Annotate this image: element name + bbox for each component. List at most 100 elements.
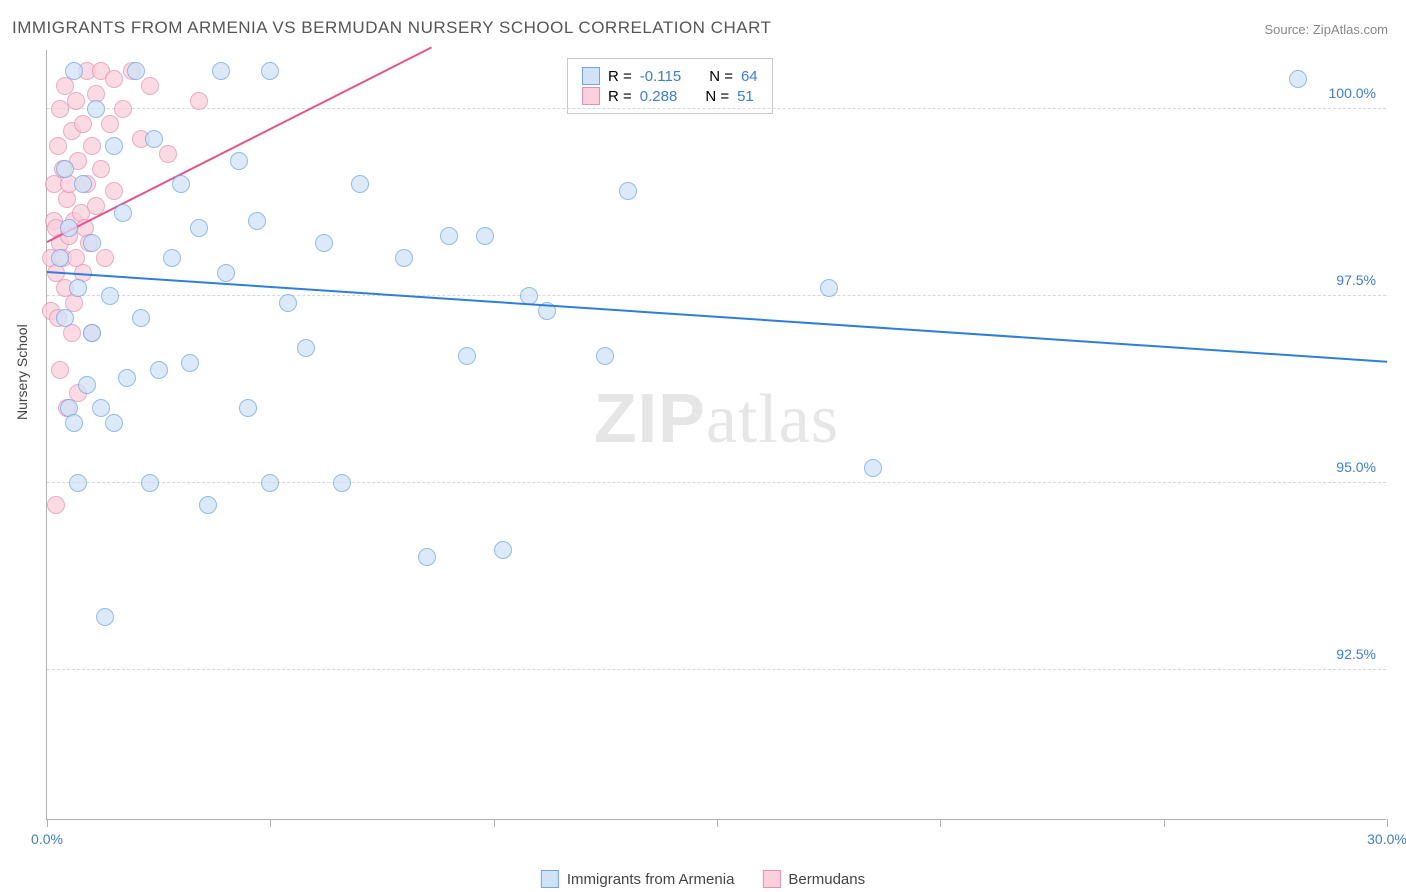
n-value-bermudans: 51 [737, 88, 754, 105]
gridline-h [47, 669, 1386, 670]
xtick-label: 0.0% [31, 831, 63, 847]
legend-item-armenia: Immigrants from Armenia [541, 870, 735, 888]
point-armenia [105, 414, 123, 432]
xtick [1387, 819, 1388, 827]
point-bermudans [49, 137, 67, 155]
point-armenia [127, 62, 145, 80]
swatch-bermudans [582, 87, 600, 105]
legend-stats: R = -0.115 N = 64 R = 0.288 N = 51 [567, 58, 773, 114]
point-armenia [864, 459, 882, 477]
point-armenia [440, 227, 458, 245]
watermark-bold: ZIP [594, 379, 706, 457]
point-bermudans [47, 496, 65, 514]
point-armenia [83, 324, 101, 342]
point-armenia [476, 227, 494, 245]
r-value-armenia: -0.115 [640, 68, 681, 85]
point-armenia [163, 249, 181, 267]
point-armenia [60, 219, 78, 237]
point-armenia [118, 369, 136, 387]
ytick-label: 97.5% [1336, 272, 1376, 288]
point-bermudans [141, 77, 159, 95]
point-armenia [199, 496, 217, 514]
point-armenia [141, 474, 159, 492]
point-bermudans [51, 361, 69, 379]
legend-label-bermudans: Bermudans [788, 871, 865, 888]
xtick [47, 819, 48, 827]
gridline-h [47, 295, 1386, 296]
point-armenia [105, 137, 123, 155]
point-bermudans [190, 92, 208, 110]
point-armenia [239, 399, 257, 417]
gridline-h [47, 482, 1386, 483]
trendline-armenia [47, 271, 1387, 363]
point-armenia [114, 204, 132, 222]
point-armenia [333, 474, 351, 492]
point-bermudans [92, 160, 110, 178]
point-bermudans [114, 100, 132, 118]
point-bermudans [83, 137, 101, 155]
point-armenia [190, 219, 208, 237]
xtick-label: 30.0% [1367, 831, 1406, 847]
point-armenia [351, 175, 369, 193]
watermark-light: atlas [706, 381, 839, 458]
swatch-armenia-bottom [541, 870, 559, 888]
point-armenia [297, 339, 315, 357]
watermark: ZIPatlas [594, 378, 839, 460]
point-armenia [494, 541, 512, 559]
point-armenia [69, 474, 87, 492]
point-armenia [150, 361, 168, 379]
xtick [270, 819, 271, 827]
point-armenia [181, 354, 199, 372]
point-armenia [78, 376, 96, 394]
point-armenia [74, 175, 92, 193]
point-armenia [65, 414, 83, 432]
swatch-bermudans-bottom [762, 870, 780, 888]
xtick [1164, 819, 1165, 827]
point-armenia [101, 287, 119, 305]
n-value-armenia: 64 [741, 68, 758, 85]
ytick-label: 100.0% [1329, 85, 1376, 101]
point-armenia [56, 160, 74, 178]
point-armenia [212, 62, 230, 80]
xtick [940, 819, 941, 827]
point-armenia [69, 279, 87, 297]
ytick-label: 95.0% [1336, 459, 1376, 475]
chart-title: IMMIGRANTS FROM ARMENIA VS BERMUDAN NURS… [12, 18, 771, 38]
point-armenia [96, 608, 114, 626]
point-armenia [132, 309, 150, 327]
point-armenia [145, 130, 163, 148]
point-armenia [261, 62, 279, 80]
point-armenia [65, 62, 83, 80]
point-armenia [248, 212, 266, 230]
point-armenia [261, 474, 279, 492]
point-bermudans [101, 115, 119, 133]
plot-area: ZIPatlas R = -0.115 N = 64 R = 0.288 N =… [46, 50, 1386, 820]
swatch-armenia [582, 67, 600, 85]
point-armenia [315, 234, 333, 252]
legend-row-armenia: R = -0.115 N = 64 [582, 67, 758, 85]
legend-label-armenia: Immigrants from Armenia [567, 871, 735, 888]
point-armenia [395, 249, 413, 267]
chart-container: IMMIGRANTS FROM ARMENIA VS BERMUDAN NURS… [0, 0, 1406, 892]
r-label: R = [608, 88, 632, 105]
y-axis-label: Nursery School [14, 324, 30, 420]
r-label: R = [608, 68, 632, 85]
n-label: N = [705, 88, 729, 105]
legend-bottom: Immigrants from Armenia Bermudans [541, 870, 865, 888]
point-bermudans [67, 92, 85, 110]
ytick-label: 92.5% [1336, 646, 1376, 662]
source-label: Source: ZipAtlas.com [1264, 22, 1388, 37]
point-bermudans [74, 115, 92, 133]
point-armenia [56, 309, 74, 327]
point-armenia [596, 347, 614, 365]
legend-item-bermudans: Bermudans [762, 870, 865, 888]
point-armenia [279, 294, 297, 312]
point-armenia [217, 264, 235, 282]
point-armenia [172, 175, 190, 193]
r-value-bermudans: 0.288 [640, 88, 678, 105]
point-armenia [820, 279, 838, 297]
xtick [717, 819, 718, 827]
point-armenia [230, 152, 248, 170]
gridline-h [47, 108, 1386, 109]
point-bermudans [105, 182, 123, 200]
